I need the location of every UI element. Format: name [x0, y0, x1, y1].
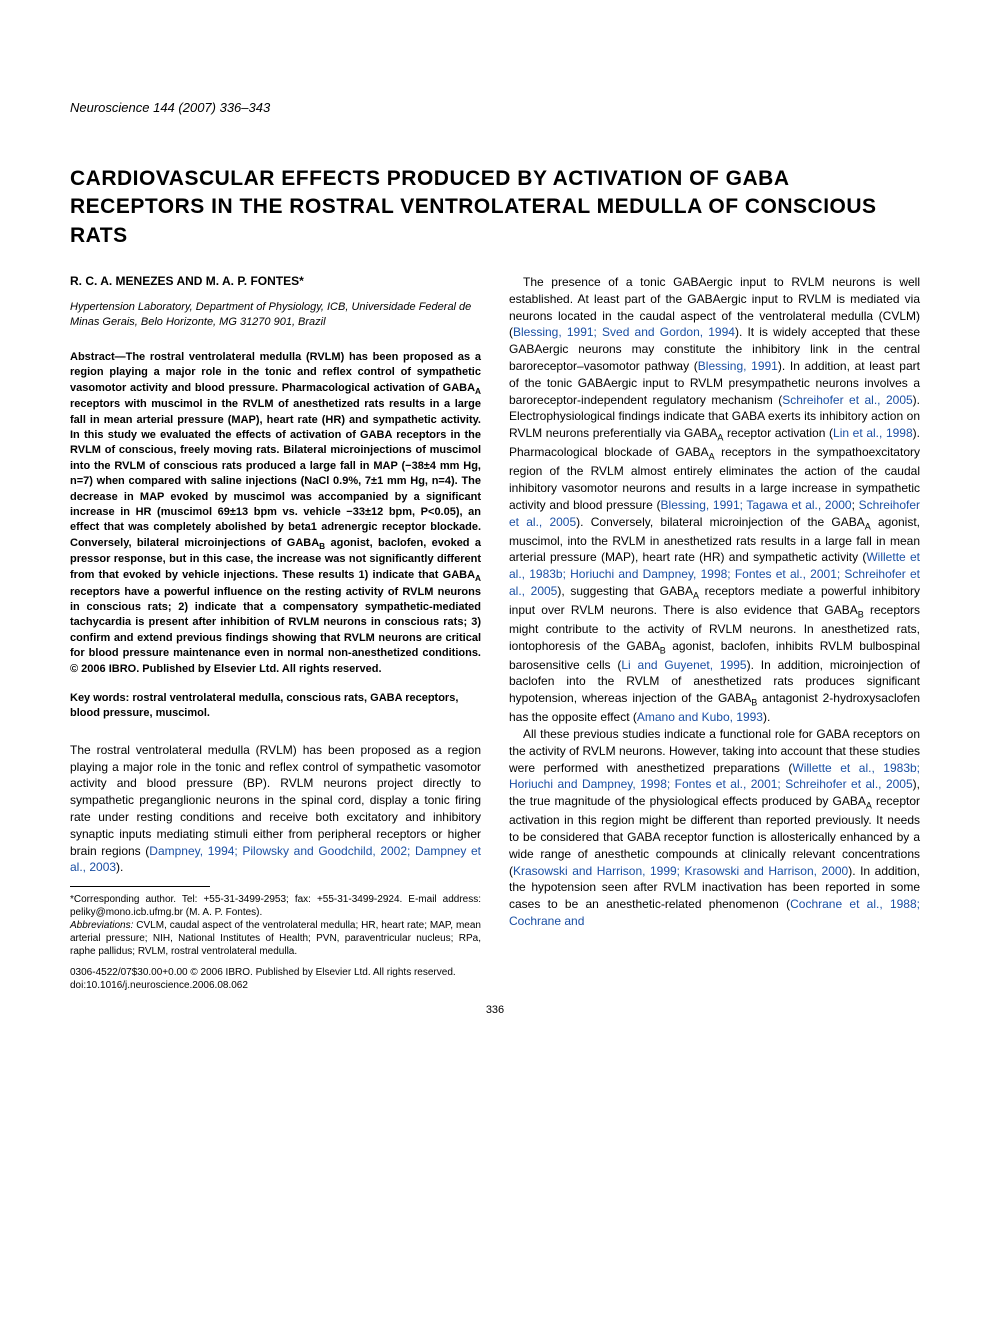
- citation-link[interactable]: Blessing, 1991; Sved and Gordon, 1994: [513, 325, 735, 339]
- text-segment: ;: [852, 498, 859, 512]
- journal-header: Neuroscience 144 (2007) 336–343: [70, 100, 920, 115]
- page-number: 336: [70, 1004, 920, 1016]
- right-column: The presence of a tonic GABAergic input …: [509, 274, 920, 958]
- citation-link[interactable]: Lin et al., 1998: [833, 426, 913, 440]
- abstract-part1: Abstract—The rostral ventrolateral medul…: [70, 351, 481, 394]
- abstract-part4: receptors have a powerful influence on t…: [70, 586, 481, 675]
- intro-text-1a: The rostral ventrolateral medulla (RVLM)…: [70, 743, 481, 858]
- subscript-a: A: [475, 387, 481, 396]
- abstract: Abstract—The rostral ventrolateral medul…: [70, 350, 481, 677]
- intro-paragraph-1: The rostral ventrolateral medulla (RVLM)…: [70, 742, 481, 876]
- text-segment: ), suggesting that GABA: [557, 584, 693, 598]
- citation-link[interactable]: Li and Guyenet, 1995: [621, 658, 746, 672]
- text-segment: receptor activation (: [723, 426, 833, 440]
- right-column-text: The presence of a tonic GABAergic input …: [509, 274, 920, 930]
- right-col-paragraph-2: All these previous studies indicate a fu…: [509, 726, 920, 930]
- footer-copyright-line: 0306-4522/07$30.00+0.00 © 2006 IBRO. Pub…: [70, 966, 920, 979]
- intro-text-1b: ).: [116, 860, 123, 874]
- text-segment: ). Conversely, bilateral microinjection …: [576, 515, 865, 529]
- corresponding-author-footnote: *Corresponding author. Tel: +55-31-3499-…: [70, 893, 481, 919]
- two-column-layout: R. C. A. MENEZES AND M. A. P. FONTES* Hy…: [70, 274, 920, 958]
- abstract-part2: receptors with muscimol in the RVLM of a…: [70, 398, 481, 549]
- right-col-paragraph-1: The presence of a tonic GABAergic input …: [509, 274, 920, 726]
- citation-link[interactable]: Blessing, 1991; Tagawa et al., 2000: [661, 498, 852, 512]
- article-title: CARDIOVASCULAR EFFECTS PRODUCED BY ACTIV…: [70, 165, 920, 250]
- subscript-a: A: [475, 574, 481, 583]
- keywords: Key words: rostral ventrolateral medulla…: [70, 691, 481, 722]
- citation-link[interactable]: Schreihofer et al., 2005: [782, 393, 912, 407]
- footer-doi-line: doi:10.1016/j.neuroscience.2006.08.062: [70, 979, 920, 992]
- footnote-separator: [70, 886, 210, 887]
- text-segment: ).: [763, 710, 770, 724]
- authors: R. C. A. MENEZES AND M. A. P. FONTES*: [70, 274, 481, 288]
- abbreviations-label: Abbreviations:: [70, 920, 133, 931]
- citation-link[interactable]: Krasowski and Harrison, 1999; Krasowski …: [513, 864, 848, 878]
- citation-link[interactable]: Blessing, 1991: [698, 359, 778, 373]
- left-column: R. C. A. MENEZES AND M. A. P. FONTES* Hy…: [70, 274, 481, 958]
- copyright-footer: 0306-4522/07$30.00+0.00 © 2006 IBRO. Pub…: [70, 966, 920, 992]
- citation-link[interactable]: Amano and Kubo, 1993: [637, 710, 763, 724]
- intro-text: The rostral ventrolateral medulla (RVLM)…: [70, 742, 481, 876]
- abbreviations-footnote: Abbreviations: CVLM, caudal aspect of th…: [70, 919, 481, 958]
- affiliation: Hypertension Laboratory, Department of P…: [70, 300, 481, 330]
